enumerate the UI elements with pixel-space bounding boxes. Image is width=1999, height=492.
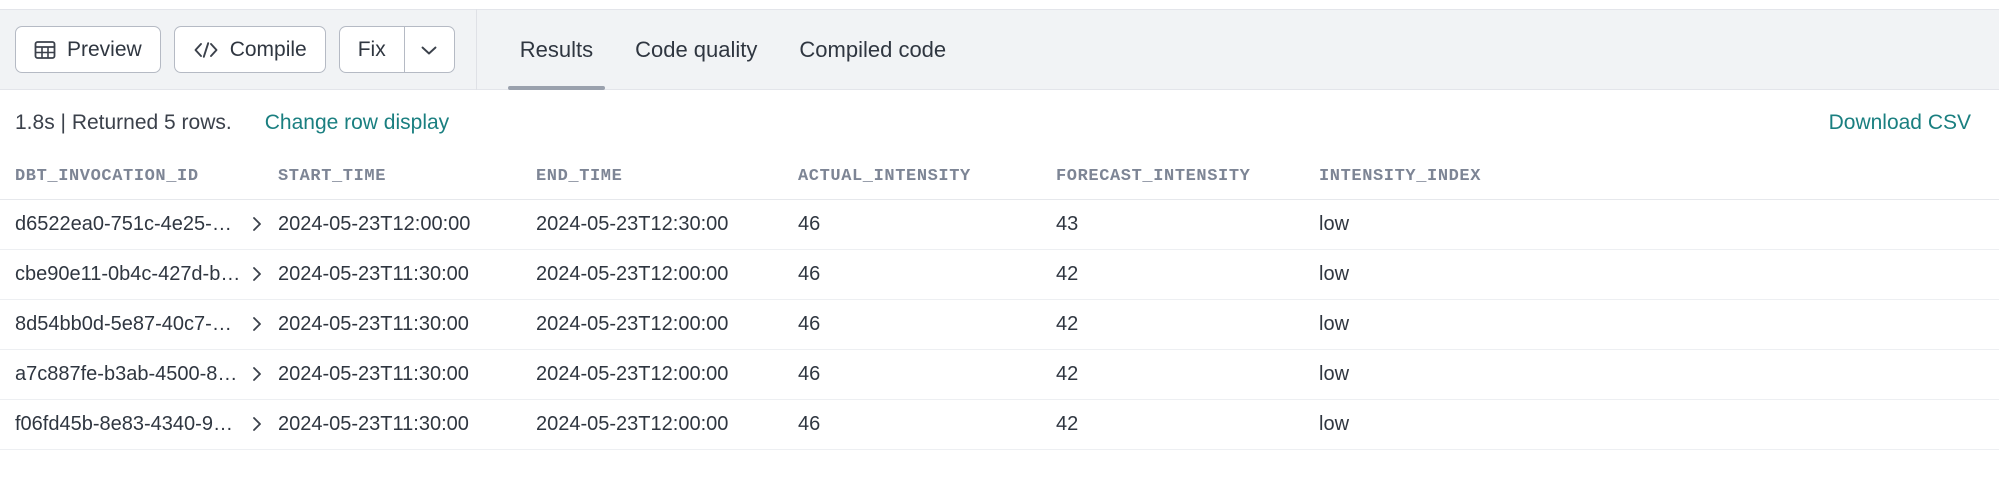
column-header-start-time[interactable]: START_TIME (278, 155, 536, 200)
column-header-forecast-intensity[interactable]: FORECAST_INTENSITY (1056, 155, 1319, 200)
fix-button[interactable]: Fix (340, 27, 404, 72)
cell-intensity-index: low (1319, 299, 1999, 350)
results-table-container[interactable]: DBT_INVOCATION_ID START_TIME END_TIME AC… (0, 155, 1999, 492)
download-csv-link[interactable]: Download CSV (1828, 111, 1971, 134)
cell-dbt-invocation-id-text: a7c887fe-b3ab-4500-89d2-585… (15, 362, 241, 385)
cell-dbt-invocation-id-text: d6522ea0-751c-4e25-a748-223… (15, 212, 241, 235)
column-header-end-time[interactable]: END_TIME (536, 155, 798, 200)
compile-button-label: Compile (229, 37, 307, 61)
cell-end-time: 2024-05-23T12:00:00 (536, 349, 798, 400)
cell-forecast-intensity: 42 (1056, 249, 1319, 300)
fix-dropdown-button[interactable] (403, 27, 454, 72)
cell-intensity-index: low (1319, 349, 1999, 400)
expand-row-chevron-icon[interactable] (250, 415, 264, 433)
cell-start-time: 2024-05-23T11:30:00 (278, 399, 536, 450)
cell-actual-intensity: 46 (798, 249, 1056, 300)
column-header-dbt-invocation-id[interactable]: DBT_INVOCATION_ID (0, 155, 278, 200)
cell-end-time: 2024-05-23T12:00:00 (536, 299, 798, 350)
cell-dbt-invocation-id: a7c887fe-b3ab-4500-89d2-585… (0, 349, 278, 400)
fix-button-label: Fix (357, 37, 386, 61)
cell-dbt-invocation-id-text: 8d54bb0d-5e87-40c7-ac29-39… (15, 312, 241, 335)
cell-end-time: 2024-05-23T12:00:00 (536, 249, 798, 300)
results-table-body: d6522ea0-751c-4e25-a748-223… 2024-05-23T… (0, 199, 1999, 450)
table-row[interactable]: cbe90e11-0b4c-427d-be85-32… 2024-05-23T1… (0, 249, 1999, 300)
fix-button-group: Fix (338, 26, 455, 73)
cell-start-time: 2024-05-23T11:30:00 (278, 349, 536, 400)
cell-forecast-intensity: 43 (1056, 199, 1319, 250)
toolbar-divider (475, 9, 477, 90)
table-row[interactable]: f06fd45b-8e83-4340-962a-795… 2024-05-23T… (0, 399, 1999, 450)
cell-forecast-intensity: 42 (1056, 349, 1319, 400)
cell-forecast-intensity: 42 (1056, 399, 1319, 450)
cell-start-time: 2024-05-23T12:00:00 (278, 199, 536, 250)
cell-end-time: 2024-05-23T12:00:00 (536, 399, 798, 450)
cell-actual-intensity: 46 (798, 299, 1056, 350)
results-tabs: Results Code quality Compiled code (499, 9, 967, 90)
cell-start-time: 2024-05-23T11:30:00 (278, 249, 536, 300)
preview-button-label: Preview (67, 37, 142, 61)
cell-intensity-index: low (1319, 399, 1999, 450)
tab-code-quality-label: Code quality (635, 36, 758, 62)
cell-actual-intensity: 46 (798, 399, 1056, 450)
table-row[interactable]: d6522ea0-751c-4e25-a748-223… 2024-05-23T… (0, 199, 1999, 250)
tab-results-label: Results (519, 36, 594, 62)
table-grid-icon (34, 39, 56, 61)
query-summary: 1.8s | Returned 5 rows. (15, 111, 232, 134)
cell-actual-intensity: 46 (798, 199, 1056, 250)
cell-forecast-intensity: 42 (1056, 299, 1319, 350)
table-header-row: DBT_INVOCATION_ID START_TIME END_TIME AC… (0, 155, 1999, 200)
column-header-intensity-index[interactable]: INTENSITY_INDEX (1319, 155, 1999, 200)
cell-dbt-invocation-id-text: f06fd45b-8e83-4340-962a-795… (15, 412, 241, 435)
preview-button[interactable]: Preview (15, 26, 161, 73)
cell-end-time: 2024-05-23T12:30:00 (536, 199, 798, 250)
results-table: DBT_INVOCATION_ID START_TIME END_TIME AC… (0, 155, 1999, 450)
tab-code-quality[interactable]: Code quality (614, 9, 778, 90)
cell-start-time: 2024-05-23T11:30:00 (278, 299, 536, 350)
cell-dbt-invocation-id: cbe90e11-0b4c-427d-be85-32… (0, 249, 278, 300)
cell-dbt-invocation-id: f06fd45b-8e83-4340-962a-795… (0, 399, 278, 450)
tab-compiled-code[interactable]: Compiled code (778, 9, 967, 90)
tab-results[interactable]: Results (499, 9, 614, 90)
chevron-down-icon (420, 44, 438, 56)
cell-intensity-index: low (1319, 249, 1999, 300)
code-brackets-icon (193, 40, 219, 60)
compile-button[interactable]: Compile (173, 26, 326, 73)
table-row[interactable]: 8d54bb0d-5e87-40c7-ac29-39… 2024-05-23T1… (0, 299, 1999, 350)
expand-row-chevron-icon[interactable] (250, 215, 264, 233)
cell-dbt-invocation-id-text: cbe90e11-0b4c-427d-be85-32… (15, 262, 241, 285)
cell-intensity-index: low (1319, 199, 1999, 250)
editor-toolbar: Preview Compile Fix (0, 9, 1999, 90)
change-row-display-link[interactable]: Change row display (264, 111, 450, 134)
expand-row-chevron-icon[interactable] (250, 365, 264, 383)
expand-row-chevron-icon[interactable] (250, 315, 264, 333)
expand-row-chevron-icon[interactable] (250, 265, 264, 283)
results-status-bar: 1.8s | Returned 5 rows. Change row displ… (0, 91, 1999, 155)
cell-actual-intensity: 46 (798, 349, 1056, 400)
results-table-head: DBT_INVOCATION_ID START_TIME END_TIME AC… (0, 155, 1999, 200)
toolbar-actions: Preview Compile Fix (0, 10, 455, 89)
tab-compiled-code-label: Compiled code (799, 36, 947, 62)
cell-dbt-invocation-id: d6522ea0-751c-4e25-a748-223… (0, 199, 278, 250)
column-header-actual-intensity[interactable]: ACTUAL_INTENSITY (798, 155, 1056, 200)
cell-dbt-invocation-id: 8d54bb0d-5e87-40c7-ac29-39… (0, 299, 278, 350)
